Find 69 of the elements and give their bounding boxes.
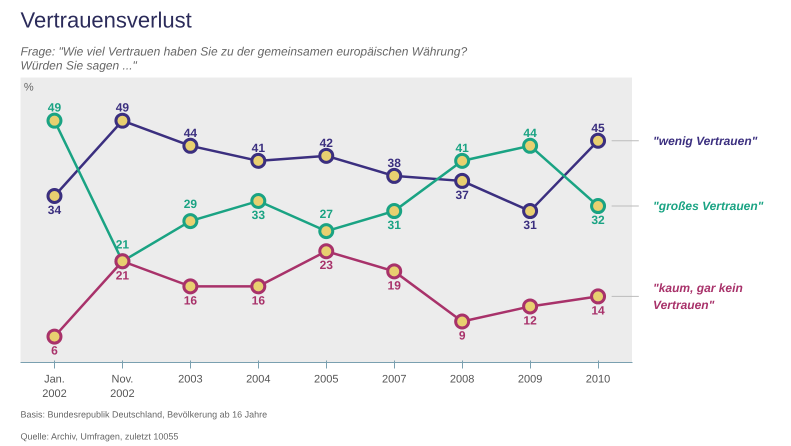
data-label: 27: [320, 207, 334, 222]
data-label: 12: [523, 313, 538, 328]
data-label: 31: [388, 218, 402, 232]
point: [522, 138, 538, 154]
point: [182, 278, 198, 294]
x-tick-label: Nov. 2002: [110, 374, 135, 400]
data-label: 23: [320, 258, 334, 272]
point: [250, 278, 266, 294]
point: [46, 112, 62, 129]
point: [590, 132, 606, 149]
data-label: 14: [591, 303, 606, 318]
data-label: 49: [116, 100, 130, 115]
text: "wenig Vertrauen": [653, 134, 758, 148]
point: [250, 152, 266, 169]
x-tick-label: 2007: [382, 374, 406, 386]
data-label: 49: [48, 100, 62, 115]
point: [590, 288, 606, 304]
x-tick-label: 2010: [586, 374, 610, 386]
point: [318, 243, 334, 260]
text: "großes Vertrauen": [653, 199, 764, 214]
data-label: 41: [252, 140, 266, 155]
point: [182, 213, 198, 230]
data-label: 41: [455, 140, 470, 155]
data-label: 9: [458, 328, 466, 343]
point: [318, 148, 334, 164]
text: Basis: Bundesrepublik Deutschland, Bevölkerung ab 16 Jahre: [20, 410, 268, 420]
data-label: 34: [48, 203, 62, 217]
data-label: 16: [252, 293, 266, 308]
data-label: 45: [591, 120, 606, 135]
point: [114, 112, 130, 129]
y-axis-title: %: [24, 82, 34, 94]
text: "kaum, gar kein Vertrauen": [653, 281, 743, 312]
data-label: 6: [51, 344, 58, 358]
data-label: 44: [523, 126, 538, 140]
point: [46, 328, 62, 345]
point: [454, 314, 470, 330]
data-label: 33: [252, 208, 266, 222]
point: [386, 168, 402, 184]
point: [522, 203, 538, 220]
data-label: 21: [116, 237, 130, 252]
point: [46, 188, 62, 204]
data-label: 32: [591, 213, 606, 228]
data-label: 38: [388, 156, 402, 170]
point: [454, 152, 470, 169]
point: [182, 138, 198, 154]
x-tick-label: Jan. 2002: [42, 374, 67, 400]
data-label: 29: [184, 197, 198, 212]
chart-title: Vertrauensverlust: [20, 8, 192, 32]
point: [318, 223, 334, 240]
source-note: Quelle: Archiv, Umfragen, zuletzt 10055: [20, 432, 178, 442]
data-label: 21: [116, 268, 130, 282]
x-tick-label: 2004: [246, 374, 271, 386]
point: [386, 203, 402, 220]
point: [250, 193, 266, 210]
point: [590, 198, 606, 214]
x-tick-label: 2009: [518, 374, 542, 386]
point: [454, 172, 470, 189]
x-tick-label: 2008: [450, 374, 474, 386]
x-tick-label: 2005: [314, 374, 339, 386]
data-label: 16: [184, 293, 198, 308]
x-tick-label: 2003: [178, 374, 203, 386]
chart-subtitle: Frage: "Wie viel Vertrauen haben Sie zu der gemeinsamen europäischen Währung? Würden Sie sagen ...": [20, 44, 468, 72]
data-label: 42: [320, 136, 334, 150]
data-label: 31: [523, 218, 538, 232]
data-label: 37: [455, 188, 470, 202]
data-label: 44: [184, 126, 198, 140]
point: [386, 263, 402, 280]
point: [522, 298, 538, 314]
data-label: 19: [388, 278, 402, 292]
